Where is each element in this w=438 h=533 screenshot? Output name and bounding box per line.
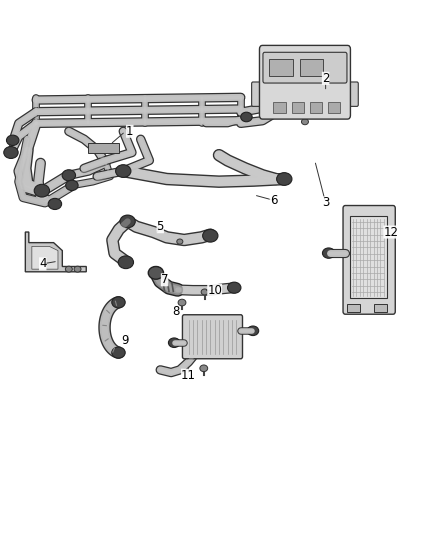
Ellipse shape [4, 147, 18, 158]
Text: 9: 9 [122, 334, 129, 347]
Bar [328, 102, 340, 113]
Text: 3: 3 [322, 196, 329, 209]
Ellipse shape [118, 256, 134, 269]
Ellipse shape [201, 289, 208, 295]
Ellipse shape [34, 184, 49, 197]
Bar [88, 143, 119, 152]
Ellipse shape [177, 239, 183, 244]
FancyBboxPatch shape [259, 45, 350, 119]
Ellipse shape [271, 107, 283, 117]
Ellipse shape [112, 347, 125, 358]
Ellipse shape [112, 297, 125, 308]
Bar [292, 102, 304, 113]
FancyBboxPatch shape [263, 52, 347, 83]
Ellipse shape [240, 112, 252, 122]
FancyBboxPatch shape [343, 206, 395, 314]
Ellipse shape [178, 299, 186, 306]
Text: 5: 5 [156, 220, 164, 233]
Ellipse shape [301, 119, 308, 125]
FancyBboxPatch shape [345, 82, 358, 107]
Bar [350, 216, 387, 298]
Ellipse shape [200, 365, 208, 372]
Bar [269, 59, 293, 76]
Bar [310, 102, 322, 113]
FancyBboxPatch shape [183, 315, 243, 359]
Text: 4: 4 [39, 257, 46, 270]
Ellipse shape [227, 282, 241, 293]
FancyBboxPatch shape [252, 82, 265, 107]
Polygon shape [25, 232, 86, 272]
Ellipse shape [48, 198, 62, 209]
Ellipse shape [7, 135, 19, 146]
Polygon shape [32, 246, 58, 269]
Ellipse shape [120, 215, 135, 228]
Text: 11: 11 [181, 369, 196, 382]
Ellipse shape [169, 338, 180, 348]
Text: 7: 7 [161, 273, 168, 286]
Ellipse shape [66, 180, 78, 190]
Text: 10: 10 [207, 284, 222, 297]
Text: 8: 8 [172, 305, 179, 318]
Bar [273, 102, 286, 113]
Text: 6: 6 [270, 193, 277, 207]
Ellipse shape [116, 165, 131, 177]
Ellipse shape [277, 173, 292, 185]
Text: 12: 12 [383, 225, 399, 239]
Ellipse shape [203, 229, 218, 242]
Ellipse shape [74, 266, 81, 272]
Ellipse shape [148, 266, 163, 279]
Text: 2: 2 [322, 72, 329, 85]
Bar [374, 304, 387, 312]
Ellipse shape [284, 92, 298, 104]
Bar [347, 304, 360, 312]
Bar [300, 59, 323, 76]
Ellipse shape [62, 169, 75, 181]
Ellipse shape [65, 266, 72, 272]
Text: 1: 1 [126, 125, 134, 138]
Ellipse shape [322, 248, 335, 259]
Ellipse shape [247, 326, 259, 336]
